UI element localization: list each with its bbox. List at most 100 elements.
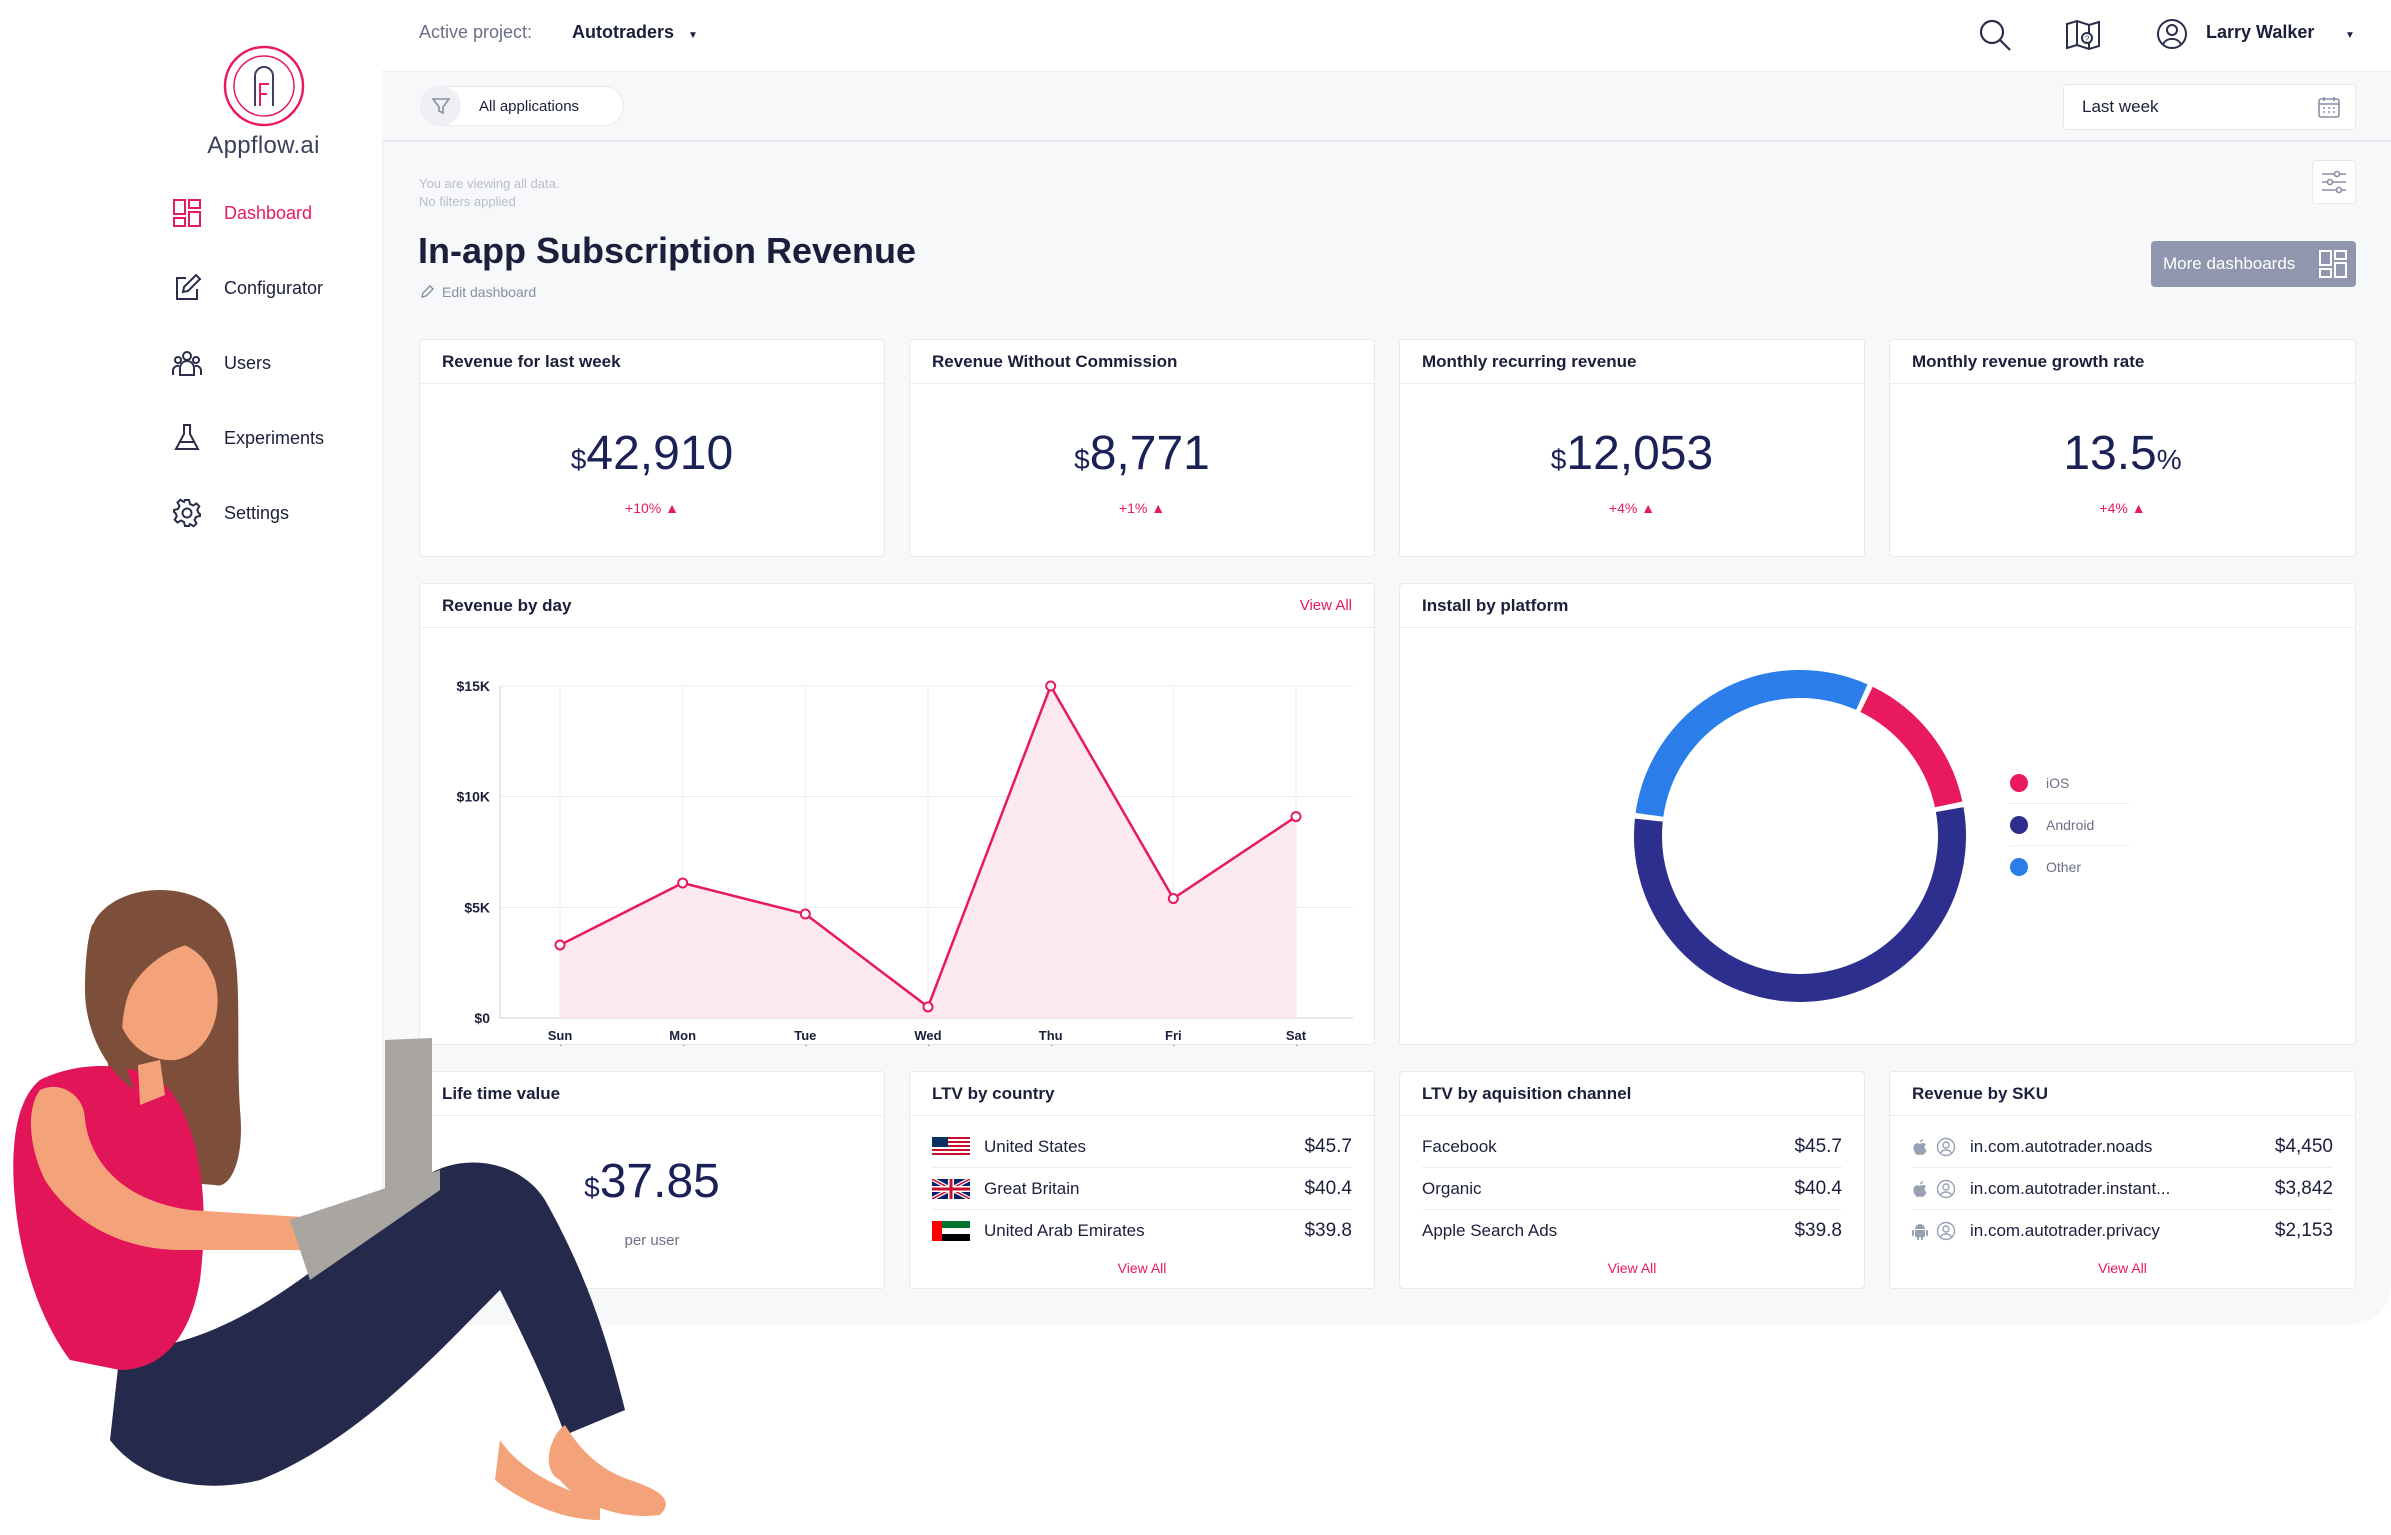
edit-icon (170, 271, 204, 305)
ltv-by-channel-card: LTV by aquisition channel Facebook $45.7 … (1399, 1071, 1865, 1289)
card-header: Monthly recurring revenue (1400, 340, 1864, 384)
android-icon (1912, 1221, 1956, 1241)
x-tick-date: 06/06 (544, 1043, 577, 1046)
date-range-picker[interactable]: Last week (2063, 84, 2356, 130)
list-item[interactable]: United States $45.7 (932, 1126, 1352, 1168)
y-tick-label: $10K (457, 789, 490, 805)
data-point (677, 877, 689, 889)
active-project-label: Active project: (419, 22, 533, 42)
card-header: LTV by country (910, 1072, 1374, 1116)
card-header: Life time value (420, 1072, 884, 1116)
platform-donut-chart (1634, 670, 1966, 1002)
card-header: Revenue Without Commission (910, 340, 1374, 384)
brand-name: Appflow.ai (207, 132, 320, 159)
view-all-link[interactable]: View All (1607, 1260, 1657, 1276)
view-all-link[interactable]: View All (1299, 597, 1352, 614)
chevron-down-icon[interactable]: ▼ (688, 30, 698, 41)
apple-icon (1912, 1137, 1956, 1157)
nav-item-experiments[interactable]: Experiments (170, 418, 324, 458)
guide-book-icon[interactable]: ? (2065, 18, 2101, 52)
y-tick-label: $15K (457, 678, 490, 694)
list-item[interactable]: Apple Search Ads $39.8 (1422, 1220, 1842, 1241)
svg-text:?: ? (2085, 35, 2090, 44)
card-title: LTV by country (932, 1083, 1055, 1103)
flask-icon (170, 421, 204, 455)
nav-item-users[interactable]: Users (170, 343, 271, 383)
card-title: Revenue by day (442, 595, 572, 615)
gear-icon (170, 496, 204, 530)
ltv-value: $37.85 (584, 1155, 720, 1208)
list-item[interactable]: in.com.autotrader.privacy $2,153 (1912, 1210, 2333, 1252)
nav-label: Configurator (224, 277, 324, 298)
y-tick-label: $0 (474, 1010, 490, 1026)
list-item[interactable]: in.com.autotrader.noads $4,450 (1912, 1126, 2333, 1168)
nav-item-dashboard[interactable]: Dashboard (170, 193, 312, 233)
nav-label: Settings (224, 502, 290, 523)
edit-dashboard-label: Edit dashboard (442, 284, 537, 300)
pencil-icon (421, 285, 434, 298)
install-by-platform-card: Install by platform (1399, 583, 2356, 1045)
donut-slice-ios (1860, 686, 1963, 808)
legend-item-android: Android (2010, 804, 2130, 846)
card-header: Revenue by day View All (420, 584, 1374, 628)
kpi-change: +10% ▲ (625, 500, 679, 516)
project-selector[interactable]: Autotraders (572, 22, 675, 42)
card-title: Revenue for last week (442, 351, 621, 371)
appflow-logo-icon (223, 45, 305, 127)
list-item[interactable]: Great Britain $40.4 (932, 1168, 1352, 1210)
date-range-value: Last week (2082, 97, 2159, 116)
x-tick-day: Sun (548, 1028, 573, 1043)
kpi-change: +4% ▲ (1608, 500, 1656, 516)
kpi-card: Revenue for last week $42,910 +10% ▲ (419, 339, 885, 557)
x-tick-day: Tue (794, 1028, 816, 1043)
user-name[interactable]: Larry Walker (2206, 22, 2315, 42)
kpi-value: $12,053 (1550, 427, 1714, 480)
search-icon[interactable] (1978, 18, 2012, 52)
kpi-card: Revenue Without Commission $8,771 +1% ▲ (909, 339, 1375, 557)
card-title: LTV by aquisition channel (1422, 1083, 1632, 1103)
x-tick-day: Fri (1165, 1028, 1182, 1043)
nav-item-settings[interactable]: Settings (170, 493, 289, 533)
applications-filter[interactable]: All applications (420, 86, 624, 126)
nav-label: Users (224, 352, 272, 373)
view-all-link[interactable]: View All (2098, 1260, 2147, 1276)
card-header: Install by platform (1400, 584, 2355, 628)
kpi-value: $8,771 (1074, 427, 1210, 480)
more-dashboards-button[interactable]: More dashboards (2151, 241, 2356, 287)
applications-filter-label: All applications (479, 97, 580, 115)
user-avatar-icon[interactable] (2156, 18, 2188, 50)
apple-icon (1912, 1179, 1956, 1199)
sku-list: in.com.autotrader.noads $4,450 in.com.au… (1912, 1126, 2333, 1252)
card-header: Revenue by SKU (1890, 1072, 2355, 1116)
view-all-link[interactable]: View All (1117, 1260, 1167, 1276)
ltv-sub: per user (624, 1232, 680, 1249)
dashboard-settings-button[interactable] (2312, 160, 2356, 204)
nav-item-configurator[interactable]: Configurator (170, 268, 323, 308)
card-title: Revenue Without Commission (932, 351, 1178, 371)
donut-slice-android (1634, 807, 1966, 1002)
data-point (922, 1001, 934, 1013)
list-item[interactable]: Organic $40.4 (1422, 1168, 1842, 1210)
channel-list: Facebook $45.7 Organic $40.4 Apple Search … (1422, 1126, 1842, 1252)
us-flag-icon (932, 1136, 970, 1157)
list-item[interactable]: Facebook $45.7 (1422, 1126, 1842, 1168)
list-item[interactable]: United Arab Emirates $39.8 (932, 1210, 1352, 1252)
dashboard-icon (170, 196, 204, 230)
revenue-area (560, 686, 1296, 1018)
x-tick-date: 10/06 (1034, 1043, 1067, 1046)
data-point (799, 908, 811, 920)
revenue-by-sku-card: Revenue by SKU in.com.autotrader.noads $… (1889, 1071, 2356, 1289)
revenue-line-chart: $0 $5K $10K $15K Sun06/06 Mon07/06 Tue08/06 Wed… (457, 678, 1353, 1046)
list-item[interactable]: in.com.autotrader.instant... $3,842 (1912, 1168, 2333, 1210)
filter-bar (382, 72, 2391, 142)
sliders-icon (2322, 170, 2346, 194)
calendar-icon (2318, 97, 2340, 118)
y-tick-label: $5K (464, 899, 490, 915)
x-tick-date: 12/06 (1280, 1043, 1313, 1046)
chevron-down-icon[interactable]: ▼ (2345, 30, 2355, 41)
kpi-value: 13.5% (2063, 427, 2182, 480)
x-tick-day: Sat (1286, 1028, 1307, 1043)
filter-status-text: You are viewing all data. (419, 176, 560, 191)
edit-dashboard-link[interactable]: Edit dashboard (420, 284, 536, 300)
nav-label: Experiments (224, 427, 325, 448)
